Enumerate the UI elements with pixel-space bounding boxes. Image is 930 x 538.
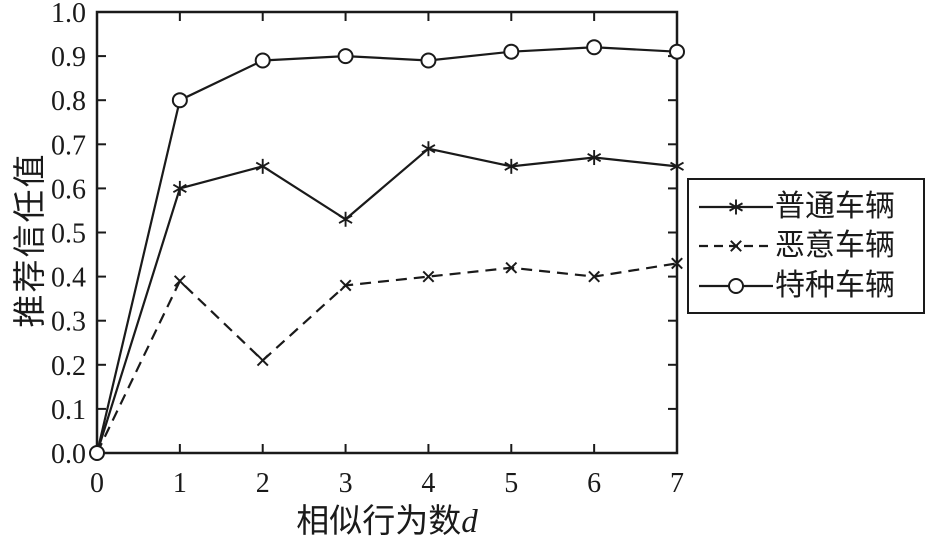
x-tick-label: 7 xyxy=(670,468,684,499)
x-marker xyxy=(339,279,352,292)
x-tick-label: 1 xyxy=(173,468,187,499)
x-marker xyxy=(730,240,742,252)
x-marker xyxy=(671,257,683,270)
y-tick-label: 0.3 xyxy=(51,307,86,338)
y-tick-label: 0.6 xyxy=(51,174,86,205)
x-tick-label: 3 xyxy=(339,468,353,499)
circle-marker xyxy=(171,92,188,109)
x-tick-label: 4 xyxy=(421,468,435,499)
x-marker xyxy=(505,261,518,274)
legend-item-special-vehicles: 特种车辆 xyxy=(697,268,919,302)
series-line-asterisk xyxy=(95,147,678,454)
axes-box xyxy=(95,10,679,455)
y-tick-label: 0.2 xyxy=(51,351,86,382)
y-tick-label: 0.1 xyxy=(51,395,86,426)
asterisk-marker xyxy=(670,161,684,171)
asterisk-marker xyxy=(338,214,353,224)
x-tick-label: 2 xyxy=(256,468,270,499)
series-line-circle xyxy=(95,46,678,454)
x-marker xyxy=(256,354,269,367)
x-axis-title: 相似行为数d xyxy=(296,494,478,538)
legend-label-malicious-vehicles: 恶意车辆 xyxy=(775,229,895,262)
asterisk-marker xyxy=(255,161,270,171)
x-marker xyxy=(588,270,601,283)
asterisk-marker xyxy=(587,152,602,163)
legend-item-ordinary-vehicles: 普通车辆 xyxy=(697,189,919,223)
y-tick-label: 0.9 xyxy=(51,42,86,73)
legend-sample-asterisk-line-icon xyxy=(699,199,773,214)
legend-label-special-vehicles: 特种车辆 xyxy=(775,268,895,302)
circle-marker xyxy=(503,43,520,60)
y-tick-label: 0.7 xyxy=(51,130,86,161)
y-tick-label: 0.0 xyxy=(51,439,86,470)
x-tick-label: 5 xyxy=(504,468,518,499)
asterisk-marker xyxy=(172,183,187,193)
circle-marker xyxy=(728,277,744,294)
circle-marker xyxy=(254,52,271,69)
y-tick-label: 0.5 xyxy=(51,219,86,250)
legend-item-malicious-vehicles: 恶意车辆 xyxy=(697,231,919,261)
x-axis-title-text: 相似行为数 xyxy=(296,504,462,538)
legend-sample-circle-line-icon xyxy=(699,277,773,294)
x-tick-label: 6 xyxy=(587,468,601,499)
asterisk-marker xyxy=(504,161,519,171)
circle-marker xyxy=(89,445,105,461)
circle-marker xyxy=(337,48,354,65)
asterisk-marker xyxy=(729,201,743,212)
chart-legend: 普通车辆 恶意车辆 特种车辆 xyxy=(687,178,925,314)
x-tick-label: 0 xyxy=(90,468,104,499)
x-axis-title-variable: d xyxy=(461,504,478,538)
x-marker xyxy=(422,270,435,283)
circle-marker xyxy=(420,52,437,69)
circle-marker xyxy=(669,43,685,60)
asterisk-marker xyxy=(421,144,436,154)
y-tick-label: 1.0 xyxy=(51,0,86,29)
y-axis-title: 推荐信任值 xyxy=(13,152,49,328)
legend-label-ordinary-vehicles: 普通车辆 xyxy=(775,189,895,223)
y-tick-label: 0.4 xyxy=(51,263,86,294)
y-tick-label: 0.8 xyxy=(51,86,86,117)
x-marker xyxy=(173,275,186,287)
series-line-x xyxy=(96,262,678,454)
legend-sample-x-dashed-line-icon xyxy=(699,240,773,252)
circle-marker xyxy=(586,39,603,56)
